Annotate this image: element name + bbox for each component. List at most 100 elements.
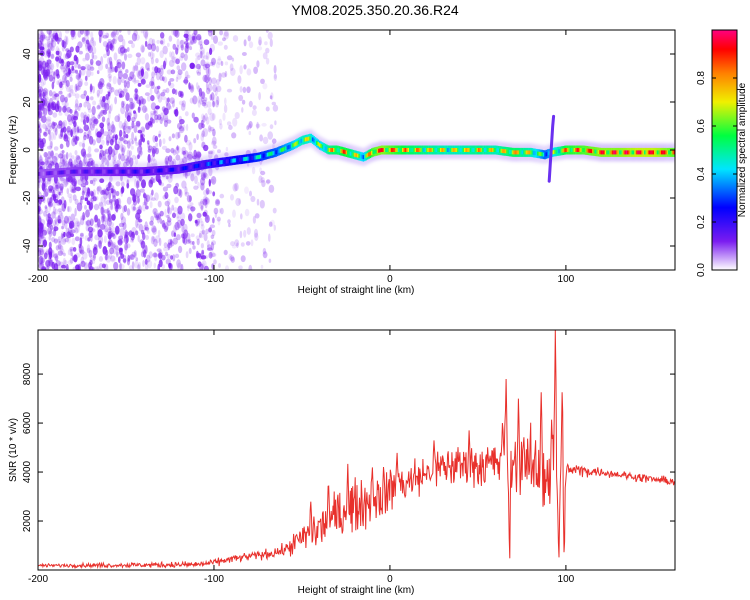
noise-point <box>64 35 68 45</box>
noise-point <box>196 34 202 41</box>
ridge-core-segment <box>503 149 505 154</box>
noise-point <box>133 93 139 100</box>
ridge-core-segment <box>669 150 672 155</box>
noise-point <box>160 40 164 45</box>
noise-point <box>42 195 46 204</box>
y-tick-label: 4000 <box>22 460 33 483</box>
ridge-core-segment <box>175 167 177 172</box>
ridge-core-segment <box>38 171 41 176</box>
noise-point <box>99 78 105 86</box>
ridge-core-segment <box>89 169 92 174</box>
noise-point <box>123 80 127 88</box>
noise-point <box>48 247 53 256</box>
noise-point <box>145 195 148 200</box>
noise-point <box>53 187 57 195</box>
noise-point <box>219 30 224 36</box>
noise-point <box>203 265 209 270</box>
noise-point <box>38 56 45 66</box>
noise-point <box>170 148 175 154</box>
noise-point <box>119 136 123 142</box>
noise-point <box>137 107 144 111</box>
noise-point <box>88 135 94 145</box>
noise-point <box>127 47 130 52</box>
noise-point <box>209 178 215 184</box>
noise-point <box>83 30 89 37</box>
noise-point <box>108 230 114 239</box>
noise-point <box>62 67 66 73</box>
noise-point <box>52 123 59 132</box>
noise-point <box>102 35 108 39</box>
ridge-core-segment <box>352 152 355 157</box>
noise-point <box>59 83 64 91</box>
ridge-core-segment <box>212 161 214 166</box>
colorbar: 0.00.20.40.60.8 Normalized spectral ampl… <box>696 29 748 277</box>
noise-point <box>124 118 127 128</box>
noise-point <box>45 74 49 79</box>
noise-point <box>156 90 161 100</box>
noise-point <box>244 186 249 194</box>
noise-point <box>174 253 180 259</box>
ridge-core-segment <box>649 150 652 155</box>
noise-point <box>259 167 262 173</box>
noise-point <box>50 33 55 43</box>
ridge-core-segment <box>395 148 397 152</box>
noise-point <box>153 109 156 116</box>
noise-point <box>44 252 48 260</box>
ridge-core-segment <box>202 162 204 167</box>
noise-point <box>167 238 173 245</box>
ridge-core-segment <box>79 169 82 174</box>
noise-point <box>220 207 224 215</box>
noise-point <box>103 209 109 214</box>
ridge-core-segment <box>552 150 555 155</box>
noise-point <box>45 259 51 268</box>
noise-point <box>201 130 206 138</box>
ridge-core-segment <box>221 160 224 164</box>
noise-point <box>200 177 206 186</box>
noise-point <box>140 78 146 85</box>
noise-point <box>89 126 92 133</box>
noise-point <box>224 70 228 78</box>
noise-point <box>106 32 110 38</box>
noise-point <box>139 141 142 146</box>
noise-point <box>97 81 103 90</box>
noise-point <box>51 34 57 42</box>
noise-point <box>230 67 236 76</box>
noise-point <box>86 133 90 140</box>
noise-point <box>43 43 48 52</box>
noise-point <box>137 181 141 188</box>
noise-point <box>211 77 217 85</box>
noise-point <box>203 173 209 180</box>
ridge-core-segment <box>45 171 48 176</box>
noise-point <box>256 46 263 51</box>
ridge-core-segment <box>500 148 503 153</box>
noise-point <box>200 182 205 191</box>
noise-point <box>256 121 259 130</box>
noise-point <box>200 172 206 181</box>
ridge-core-segment <box>613 150 615 155</box>
noise-point <box>189 39 195 45</box>
ridge-core-segment <box>379 148 382 153</box>
noise-point <box>184 111 189 117</box>
noise-point <box>76 126 80 134</box>
noise-point <box>48 133 52 142</box>
noise-point <box>175 47 179 55</box>
noise-point <box>83 114 87 120</box>
noise-point <box>58 153 64 159</box>
noise-point <box>209 112 215 122</box>
noise-point <box>189 84 195 93</box>
noise-point <box>142 137 146 143</box>
noise-point <box>126 179 130 186</box>
noise-point <box>102 96 106 103</box>
noise-point <box>191 32 197 42</box>
noise-point <box>88 265 94 270</box>
noise-point <box>259 134 263 142</box>
ridge-core-segment <box>411 148 414 152</box>
noise-point <box>121 125 124 129</box>
noise-point <box>44 226 47 236</box>
noise-point <box>46 38 51 48</box>
ridge-core-segment <box>69 169 72 174</box>
noise-point <box>180 218 185 226</box>
noise-point <box>39 46 45 51</box>
noise-point <box>126 156 132 164</box>
ridge-core-segment <box>207 162 210 166</box>
